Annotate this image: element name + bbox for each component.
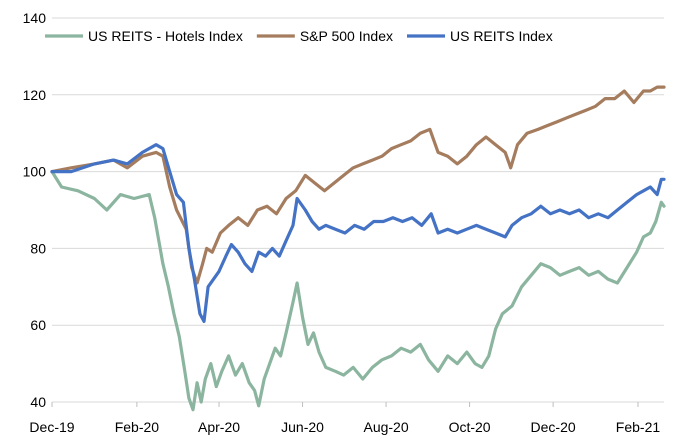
x-tick-label: Dec-20 <box>531 419 576 435</box>
x-tick-label: Oct-20 <box>449 419 491 435</box>
y-tick-label: 140 <box>23 10 47 26</box>
plot-area <box>50 85 666 412</box>
gridlines <box>52 17 664 403</box>
series-line-1 <box>50 85 666 285</box>
legend: US REITS - Hotels Index S&P 500 Index US R… <box>45 28 553 44</box>
x-tick-label: Dec-19 <box>29 419 74 435</box>
y-tick-label: 100 <box>23 164 47 180</box>
y-tick-label: 120 <box>23 87 47 103</box>
legend-label-2: US REITS Index <box>450 28 553 44</box>
y-tick-label: 80 <box>30 240 46 256</box>
series-line-2 <box>50 143 666 323</box>
y-tick-label: 40 <box>30 394 46 410</box>
x-tick-label: Feb-20 <box>115 419 160 435</box>
x-tick-label: Aug-20 <box>363 419 408 435</box>
x-tick-label: Apr-20 <box>198 419 240 435</box>
legend-label-1: S&P 500 Index <box>300 28 393 44</box>
series-line-0 <box>50 170 666 412</box>
x-tick-label: Feb-21 <box>616 419 661 435</box>
y-axis: 40 60 80 100 120 140 <box>23 10 47 410</box>
x-axis: Dec-19 Feb-20 Apr-20 Jun-20 Aug-20 Oct-20 Dec-… <box>29 402 660 435</box>
y-tick-label: 60 <box>30 317 46 333</box>
x-tick-label: Jun-20 <box>281 419 324 435</box>
legend-label-0: US REITS - Hotels Index <box>88 28 243 44</box>
